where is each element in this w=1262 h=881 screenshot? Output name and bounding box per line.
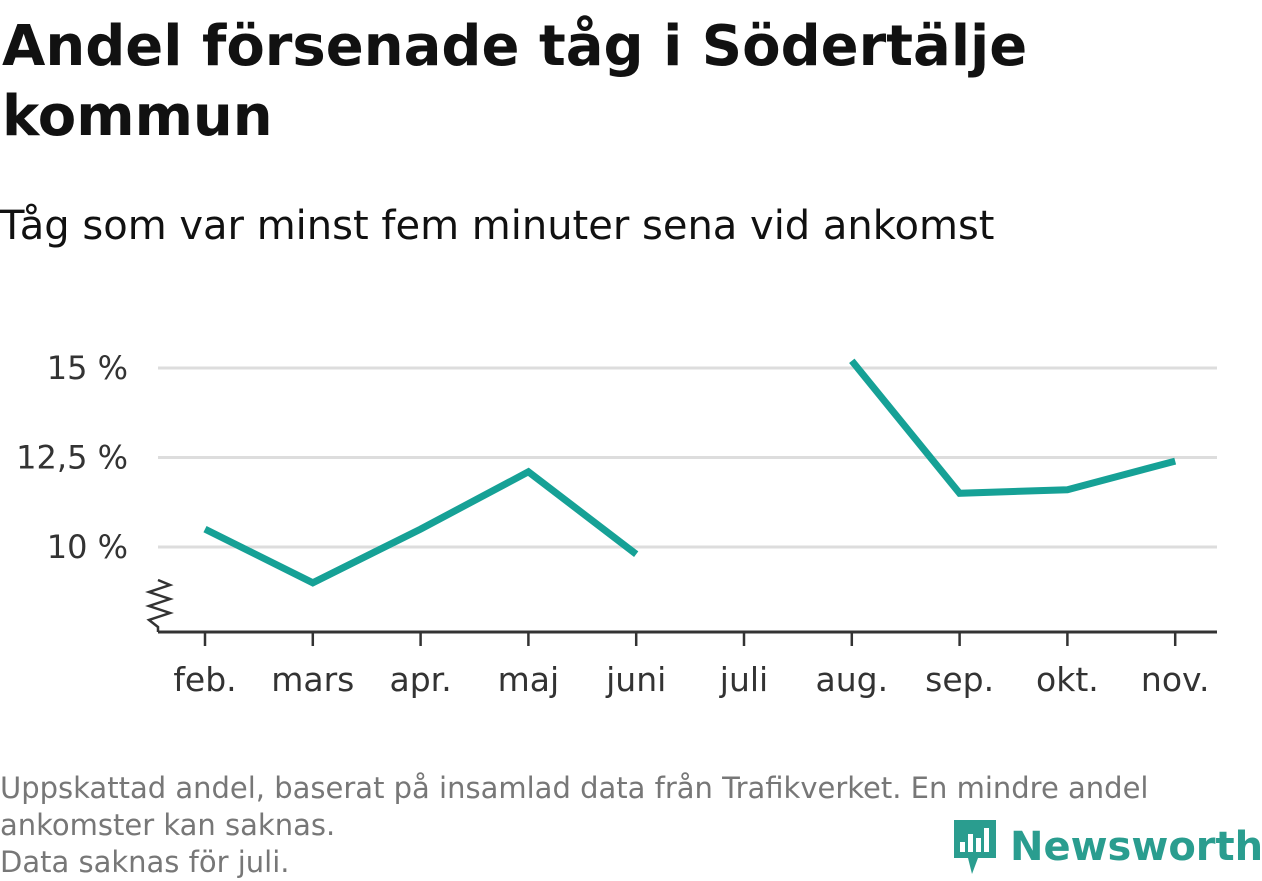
series-line-segment [203,467,639,587]
series-lines [203,358,1177,587]
footnote-line-3: Data saknas för juli. [0,845,290,879]
newsworthy-logo: Newsworthy [950,818,1262,876]
y-tick-label: 12,5 % [16,439,128,477]
gridlines [158,366,1217,549]
line-chart: 10 % 12,5 % 15 % feb. mars apr. maj juni juli au… [16,349,1217,699]
x-tick-label: nov. [1141,660,1210,699]
footnote-line-1: Uppskattad andel, baserat på insamlad da… [0,771,1149,805]
x-tick-label: juni [605,660,666,699]
x-tick-label: juli [719,660,768,699]
y-axis-break-icon [145,578,174,632]
x-axis [145,578,1217,634]
logo-text: Newsworthy [1010,824,1262,870]
newsworthy-bar-chart-icon [954,820,996,874]
footnote-line-2: ankomster kan saknas. [0,808,336,842]
x-tick-label: mars [271,660,354,699]
series-line-segment [849,358,1177,497]
footnote: Uppskattad andel, baserat på insamlad da… [0,770,1250,881]
x-tick-label: apr. [389,660,451,699]
x-tick-label: okt. [1036,660,1099,699]
y-tick-label: 15 % [47,349,128,387]
y-tick-label: 10 % [47,528,128,566]
y-axis-ticks: 10 % 12,5 % 15 % [16,349,128,566]
chart-title: Andel försenade tåg i Södertälje kommun [2,14,1028,149]
x-tick-label: aug. [816,660,889,699]
chart-subtitle: Tåg som var minst fem minuter sena vid a… [0,203,995,249]
x-tick-label: feb. [173,660,236,699]
x-axis-ticks: feb. mars apr. maj juni juli aug. sep. okt. nov. [173,632,1209,699]
x-tick-label: maj [498,660,560,699]
x-tick-label: sep. [925,660,994,699]
